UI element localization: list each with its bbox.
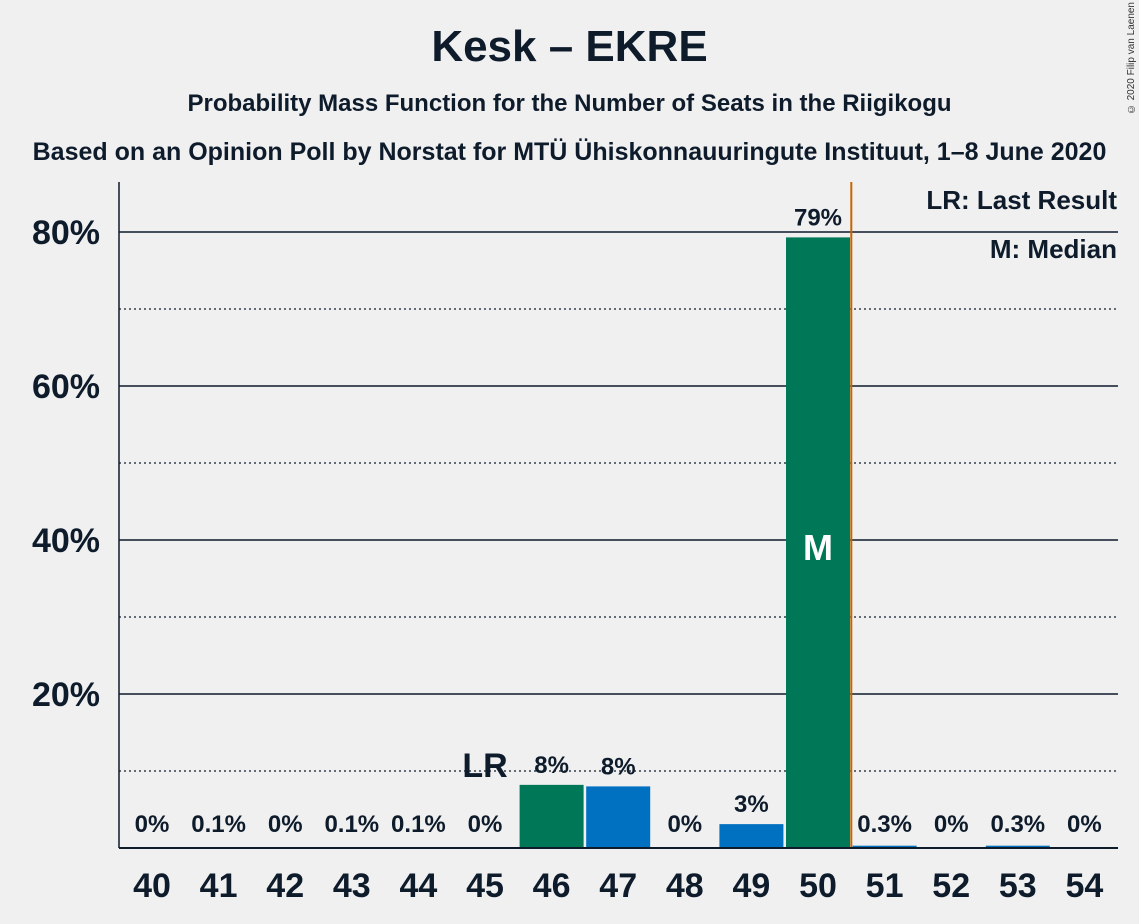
legend-last-result: LR: Last Result: [926, 185, 1117, 215]
y-tick-label: 80%: [32, 214, 100, 252]
bar-50: [786, 237, 850, 848]
value-label-49: 3%: [734, 791, 769, 818]
x-tick-label: 40: [133, 867, 171, 905]
value-label-51: 0.3%: [857, 811, 912, 838]
x-tick-label: 54: [1065, 867, 1103, 905]
gridlines: [119, 231, 1118, 772]
x-tick-label: 45: [466, 867, 504, 905]
x-tick-label: 49: [732, 867, 770, 905]
y-tick-label: 20%: [32, 676, 100, 714]
value-label-46: 8%: [534, 752, 569, 779]
x-tick-label: 50: [799, 867, 837, 905]
chart-source: Based on an Opinion Poll by Norstat for …: [32, 138, 1107, 166]
x-tick-label: 51: [866, 867, 904, 905]
x-tick-label: 47: [599, 867, 637, 905]
value-label-50: 79%: [794, 204, 842, 231]
chart-title: Kesk – EKRE: [431, 22, 708, 71]
x-tick-label: 43: [333, 867, 371, 905]
bars: [186, 237, 1050, 848]
x-tick-label: 44: [399, 867, 437, 905]
y-tick-label: 60%: [32, 368, 100, 406]
bar-53: [985, 845, 1050, 848]
x-tick-label: 46: [533, 867, 571, 905]
bar-49: [719, 824, 784, 848]
axes: 20% 40% 60% 80% 40 41 42 43 44 45 46 47 48 49 50 51 52 53…: [32, 182, 1118, 905]
value-label-44: 0.1%: [391, 811, 446, 838]
bar-47: [586, 786, 651, 848]
value-label-48: 0%: [667, 811, 702, 838]
y-tick-label: 40%: [32, 522, 100, 560]
value-label-54: 0%: [1067, 811, 1102, 838]
last-result-marker: LR: [462, 747, 507, 785]
value-label-45: 0%: [468, 811, 503, 838]
value-label-47: 8%: [601, 753, 636, 780]
chart-subtitle: Probability Mass Function for the Number…: [187, 90, 952, 117]
value-label-42: 0%: [268, 811, 303, 838]
value-label-40: 0%: [135, 811, 170, 838]
bar-46: [519, 784, 584, 848]
value-label-41: 0.1%: [191, 811, 246, 838]
x-tick-label: 48: [666, 867, 704, 905]
x-tick-label: 53: [999, 867, 1037, 905]
value-label-43: 0.1%: [324, 811, 379, 838]
x-tick-label: 41: [200, 867, 238, 905]
legend-median: M: Median: [990, 234, 1117, 264]
x-tick-label: 52: [932, 867, 970, 905]
value-labels: 0% 0.1% 0% 0.1% 0.1% 0% 8% 8% 0% 3% 79% 0.3% 0% 0.3% 0…: [135, 204, 1102, 838]
x-tick-label: 42: [266, 867, 304, 905]
value-label-52: 0%: [934, 811, 969, 838]
median-marker: M: [803, 527, 833, 568]
value-label-53: 0.3%: [990, 811, 1045, 838]
bar-51: [852, 845, 917, 848]
